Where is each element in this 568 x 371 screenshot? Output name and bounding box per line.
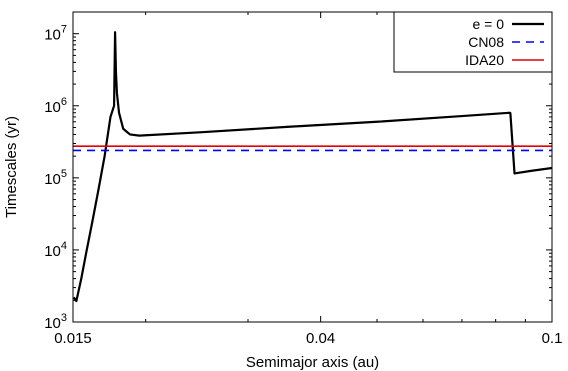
y-tick-label: 104 bbox=[44, 240, 67, 260]
plot-frame bbox=[72, 11, 553, 323]
series-layer bbox=[73, 31, 552, 303]
x-tick-label: 0.015 bbox=[54, 330, 92, 347]
legend-label: CN08 bbox=[468, 34, 504, 50]
x-tick-label: 0.04 bbox=[306, 330, 335, 347]
x-axis-ticks: 0.015 0.04 0.1 bbox=[54, 12, 562, 347]
y-axis-label: Timescales (yr) bbox=[3, 116, 20, 218]
legend-label: e = 0 bbox=[472, 16, 504, 32]
legend: e = 0 CN08 IDA20 bbox=[393, 11, 553, 73]
x-axis-label: Semimajor axis (au) bbox=[246, 354, 379, 371]
y-tick-label: 106 bbox=[44, 96, 67, 116]
y-tick-label: 103 bbox=[44, 312, 67, 332]
y-tick-label: 105 bbox=[44, 168, 67, 188]
legend-box bbox=[393, 11, 553, 73]
series-line-e-0 bbox=[73, 31, 552, 303]
legend-label: IDA20 bbox=[465, 52, 504, 68]
y-axis-ticks: 103 104 105 106 107 bbox=[44, 11, 552, 332]
x-tick-label: 0.1 bbox=[542, 330, 563, 347]
y-tick-label: 107 bbox=[44, 24, 67, 44]
